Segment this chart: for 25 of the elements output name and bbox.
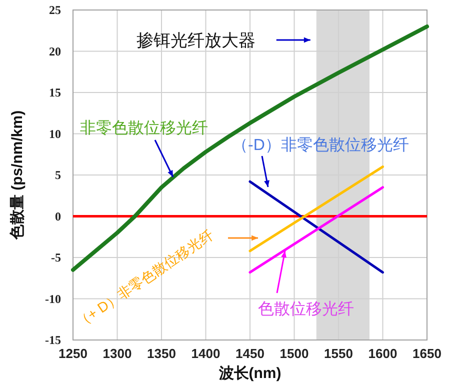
x-axis-title: 波长(nm) xyxy=(218,365,282,382)
band-label: 掺铒光纤放大器 xyxy=(136,31,256,50)
series-label: 非零色散位移光纤 xyxy=(80,119,208,137)
x-tick-label: 1650 xyxy=(412,346,442,361)
y-tick-label: -5 xyxy=(51,250,61,264)
y-tick-label: 15 xyxy=(49,86,61,100)
text: （-D）非零色散位移光纤 xyxy=(232,136,409,154)
text: （+ D）非零色散位移光纤 xyxy=(72,226,216,330)
y-tick-label: 5 xyxy=(55,168,61,182)
x-tick-label: 1400 xyxy=(191,346,220,361)
y-axis-title: 色散量 (ps/nm/km) xyxy=(9,110,26,241)
y-tick-label: 10 xyxy=(49,126,61,141)
x-tick-label: 1450 xyxy=(236,346,264,361)
y-tick-label: -15 xyxy=(45,333,61,347)
x-tick-label: 1600 xyxy=(368,346,398,361)
x-tick-label: 1250 xyxy=(58,346,88,361)
y-tick-label: 25 xyxy=(49,3,61,17)
x-tick-label: 1350 xyxy=(147,346,176,361)
series-label: 色散位移光纤 xyxy=(258,300,354,318)
x-tick-label: 1550 xyxy=(324,346,353,361)
y-tick-label: 20 xyxy=(49,44,61,58)
y-tick-label: 0 xyxy=(55,209,61,224)
y-tick-label: -10 xyxy=(45,292,61,306)
x-tick-label: 1500 xyxy=(280,346,309,361)
x-tick-label: 1300 xyxy=(102,346,132,361)
